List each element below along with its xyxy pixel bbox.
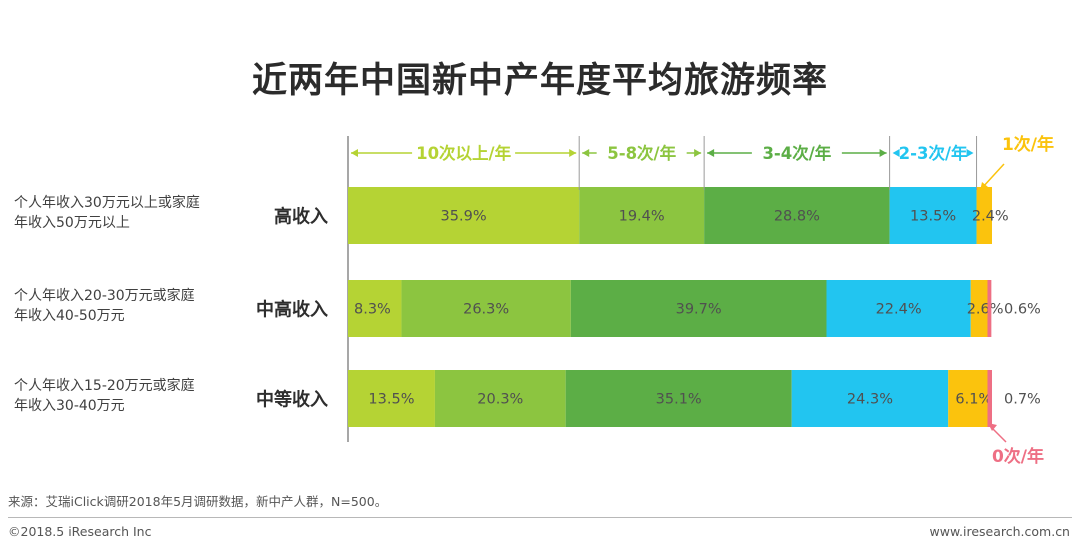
data-label: 0.6% (1004, 302, 1041, 318)
legend-label: 10次以上/年 (416, 143, 511, 163)
legend-arrowhead (879, 149, 887, 157)
bar-segment (987, 370, 992, 427)
data-label: 6.1% (955, 392, 992, 408)
legend-label: 3-4次/年 (762, 143, 831, 163)
legend-label: 1次/年 (1002, 134, 1054, 155)
bar-segment (987, 280, 992, 337)
bar-segment (826, 280, 971, 337)
legend-arrowhead (966, 149, 974, 157)
chart-title: 近两年中国新中产年度平均旅游频率 (251, 61, 828, 101)
category-label: 中高收入 (256, 299, 328, 321)
legend-arrowhead (582, 149, 590, 157)
legend-callout-line (981, 163, 1005, 189)
bar-segment (704, 187, 890, 244)
category-label: 高收入 (274, 206, 328, 228)
legend-arrowhead (707, 149, 715, 157)
legend-label: 5-8次/年 (607, 143, 676, 163)
data-label: 26.3% (463, 302, 509, 318)
category-description: 年收入30-40万元 (14, 398, 125, 414)
bar-segment (791, 370, 949, 427)
data-label: 35.9% (441, 209, 487, 225)
data-label: 39.7% (676, 302, 722, 318)
bar-segment (970, 280, 988, 337)
bar-segment (570, 280, 827, 337)
data-label: 13.5% (910, 209, 956, 225)
category-description: 年收入50万元以上 (14, 215, 130, 231)
category-description: 个人年收入30万元以上或家庭 (14, 194, 200, 211)
data-label: 2.6% (967, 302, 1004, 318)
data-label: 2.4% (972, 209, 1009, 225)
data-label: 24.3% (847, 392, 893, 408)
bar-segment (579, 187, 705, 244)
data-label: 19.4% (619, 209, 665, 225)
category-description: 年收入40-50万元 (14, 308, 125, 324)
legend-arrowhead (351, 149, 358, 157)
data-label: 28.8% (774, 209, 820, 225)
data-label: 13.5% (368, 392, 414, 408)
bar-segment (976, 187, 992, 244)
bar-segment (401, 280, 571, 337)
data-label: 0.7% (1004, 392, 1041, 408)
bar-segment (348, 370, 435, 427)
data-label: 8.3% (354, 302, 391, 318)
data-label: 22.4% (876, 302, 922, 318)
legend-arrowhead (980, 182, 988, 191)
legend-label: 2-3次/年 (899, 143, 968, 163)
legend-arrowhead (694, 149, 702, 157)
legend-arrowhead (892, 149, 900, 157)
copyright-text: ©2018.5 iResearch Inc (8, 524, 152, 539)
legend-arrowhead (569, 149, 577, 157)
legend-arrowhead (988, 423, 997, 431)
bar-segment (889, 187, 977, 244)
category-label: 中等收入 (256, 389, 328, 411)
data-label: 20.3% (477, 392, 523, 408)
bar-segment (565, 370, 792, 427)
category-description: 个人年收入20-30万元或家庭 (14, 287, 195, 304)
data-label: 35.1% (656, 392, 702, 408)
footer-divider (8, 517, 1072, 518)
source-note: 来源：艾瑞iClick调研2018年5月调研数据，新中产人群，N=500。 (8, 494, 388, 509)
website-text: www.iresearch.com.cn (929, 524, 1071, 539)
legend-label: 0次/年 (992, 446, 1044, 467)
bar-segment (434, 370, 566, 427)
bar-segment (348, 280, 402, 337)
category-description: 个人年收入15-20万元或家庭 (14, 377, 195, 394)
bar-segment (948, 370, 988, 427)
bar-segment (348, 187, 580, 244)
